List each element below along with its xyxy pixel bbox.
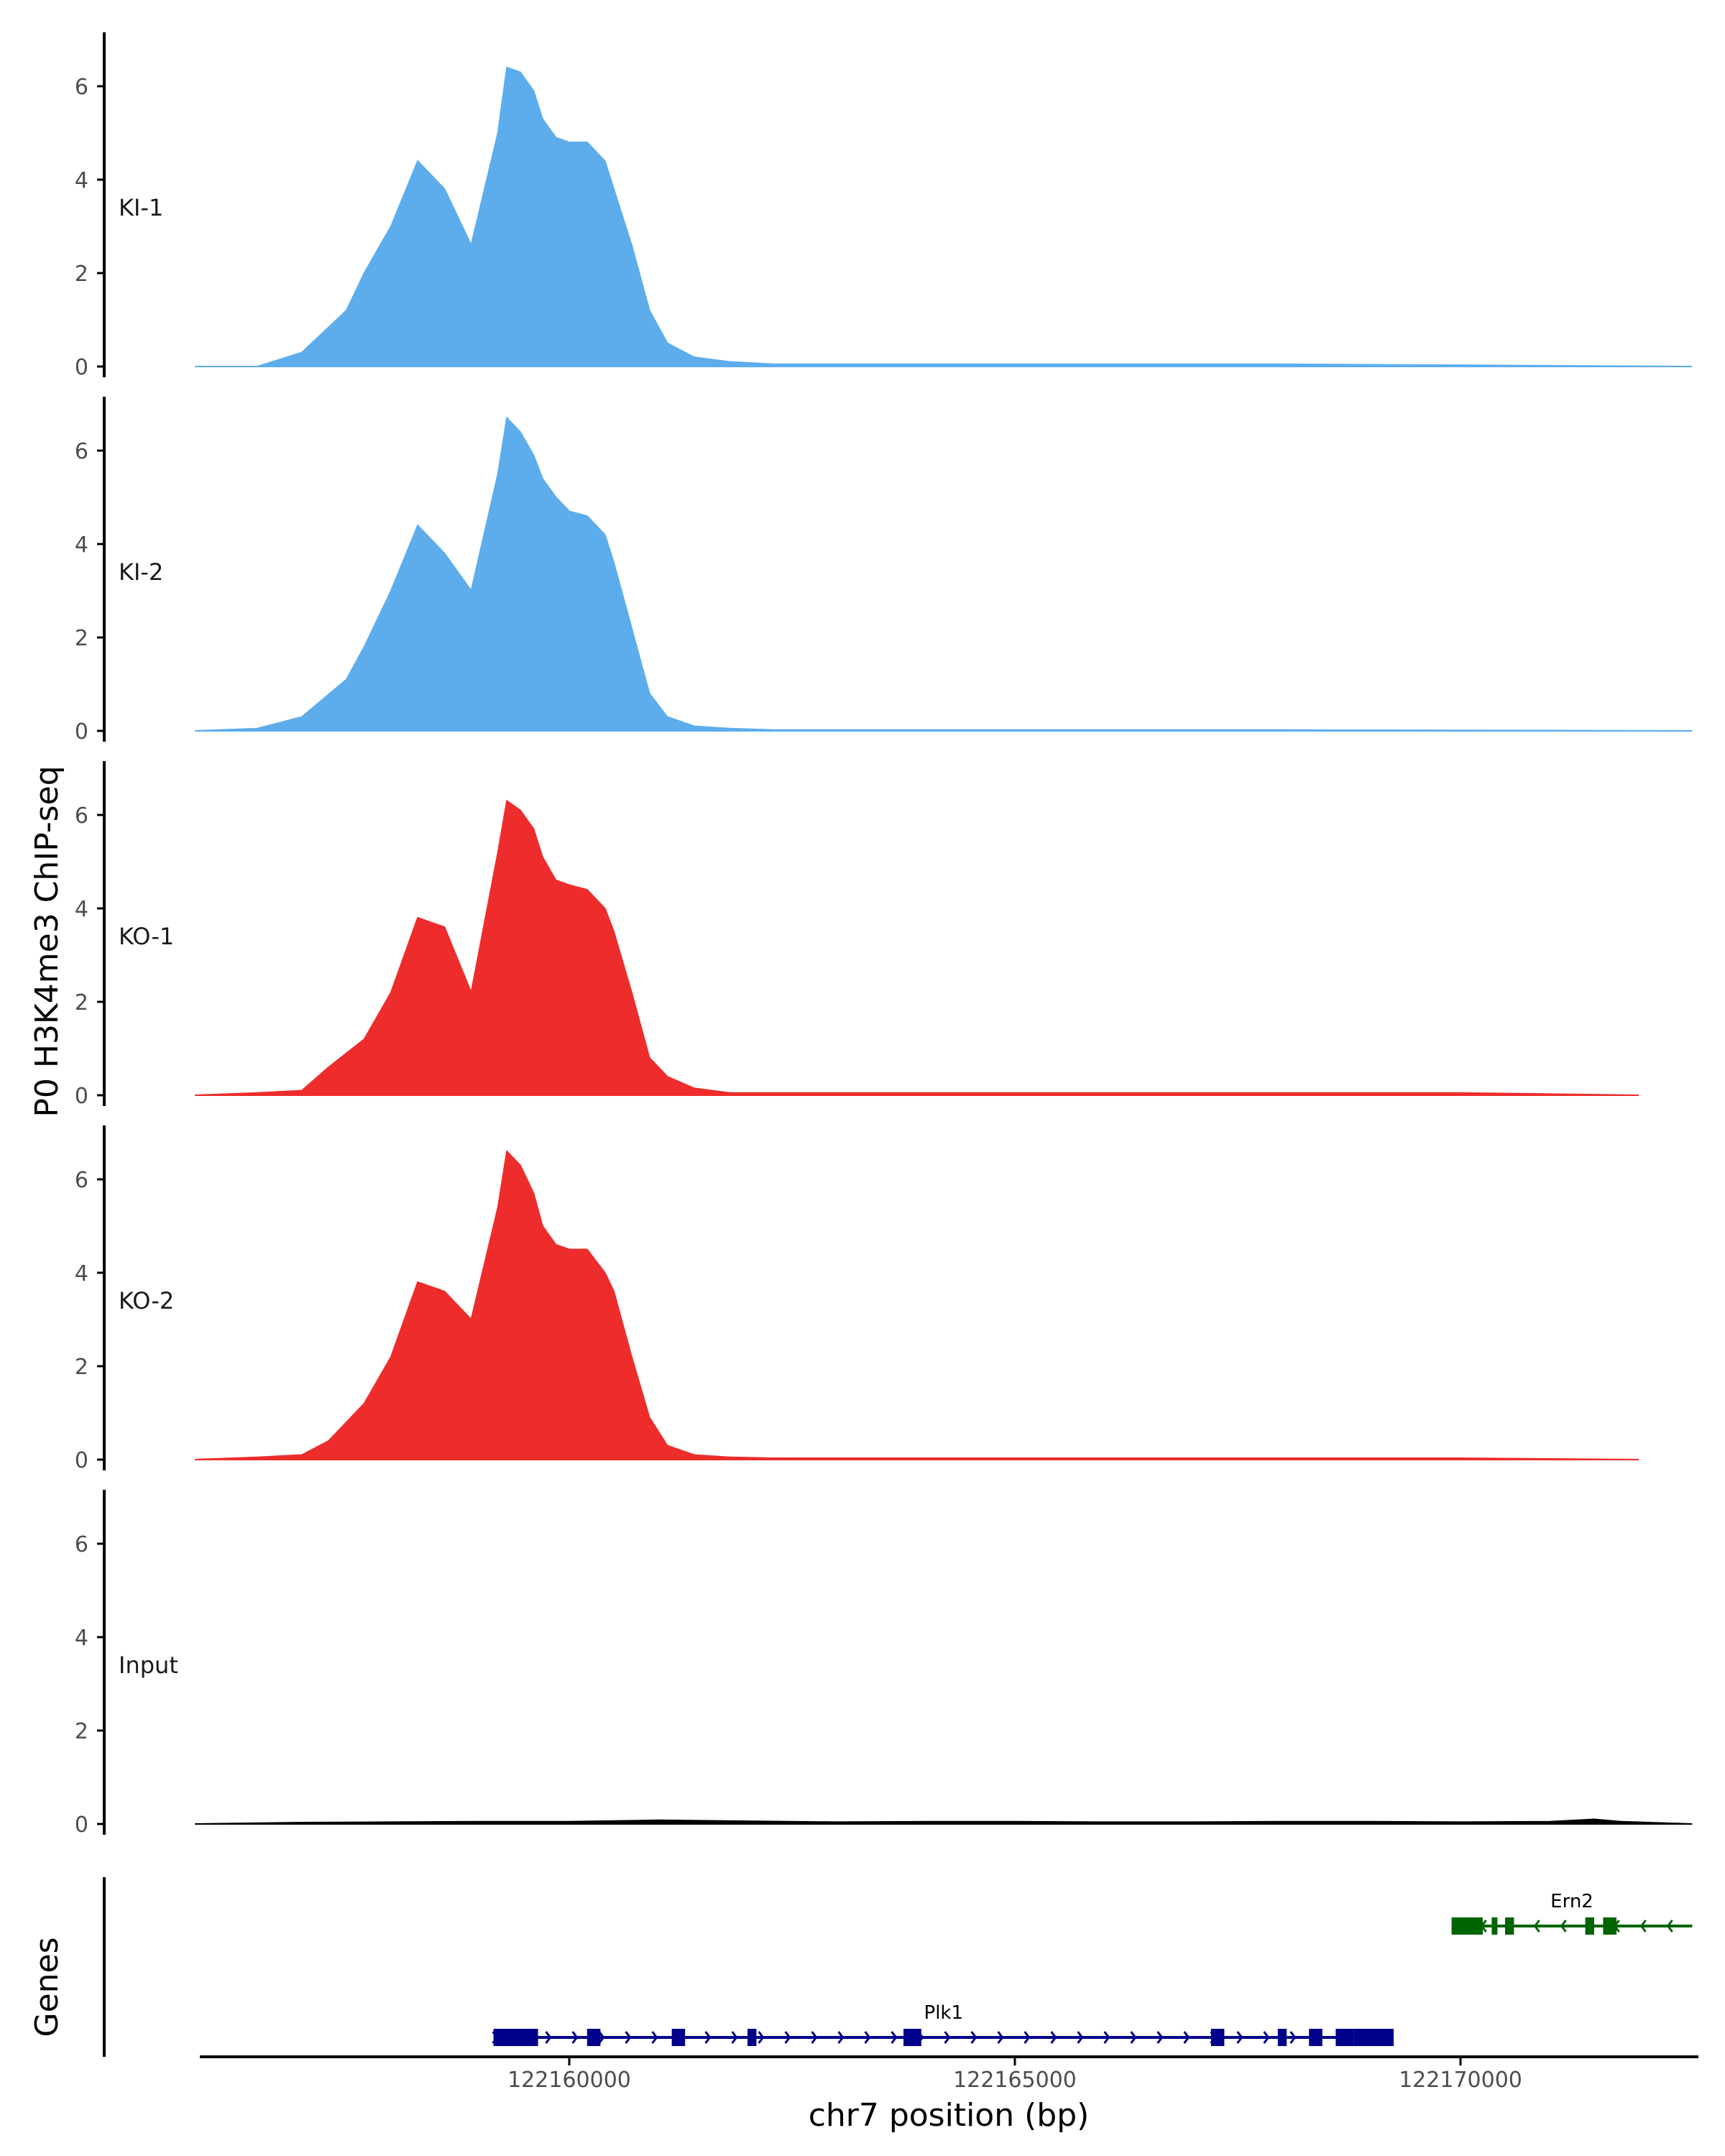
strand-arrow — [997, 2031, 1004, 2044]
track-label: KI-2 — [119, 558, 163, 586]
strand-arrow — [1560, 1920, 1567, 1932]
exon — [586, 2029, 601, 2046]
exon — [1585, 1917, 1594, 1935]
x-tick-label: 122160000 — [507, 2068, 631, 2093]
signal-area-ko-1 — [195, 799, 1639, 1096]
gene-label: Plk1 — [924, 2002, 964, 2024]
track-input: 0 2 4 6 Input — [75, 1490, 1693, 1838]
strand-arrow — [704, 2031, 712, 2044]
gene-plk1: Plk1 — [492, 2002, 1394, 2046]
y-tick-label: 2 — [75, 990, 88, 1015]
signal-area-input — [195, 1818, 1693, 1825]
exon — [1491, 1917, 1498, 1935]
strand-arrow — [1533, 1920, 1540, 1932]
strand-arrow — [944, 2031, 951, 2044]
y-tick-label: 2 — [75, 262, 88, 287]
x-tick-label: 122170000 — [1399, 2068, 1522, 2093]
strand-arrow — [891, 2031, 898, 2044]
exon — [1451, 1917, 1483, 1935]
y-tick-label: 0 — [75, 719, 88, 745]
y-tick-label: 0 — [75, 1448, 88, 1473]
track-label: KO-1 — [119, 923, 174, 950]
y-tick-label: 6 — [75, 439, 88, 464]
exon — [748, 2029, 757, 2046]
strand-arrow — [598, 2031, 605, 2044]
signal-area-ki-1 — [195, 66, 1693, 367]
y-tick-label: 4 — [75, 897, 88, 922]
y-tick-label: 4 — [75, 168, 88, 193]
strand-arrow — [1024, 2031, 1031, 2044]
y-tick-label: 0 — [75, 1812, 88, 1838]
y-tick-label: 2 — [75, 1719, 88, 1744]
exon — [1353, 2029, 1394, 2046]
strand-arrow — [970, 2031, 978, 2044]
y-tick-label: 0 — [75, 1084, 88, 1109]
y-tick-label: 6 — [75, 75, 88, 100]
strand-arrow — [1639, 1920, 1647, 1932]
gene-track: Plk1 Ern2 — [103, 1877, 1693, 2057]
strand-arrow — [1103, 2031, 1110, 2044]
exon — [1335, 2029, 1354, 2046]
y-tick-label: 6 — [75, 1532, 88, 1557]
signal-area-ki-2 — [195, 416, 1693, 732]
y-tick-label: 4 — [75, 1261, 88, 1286]
exon — [493, 2029, 538, 2046]
strand-arrow — [545, 2031, 552, 2044]
track-label: KI-1 — [119, 194, 163, 221]
strand-arrow — [571, 2031, 579, 2044]
gene-label: Ern2 — [1550, 1891, 1593, 1912]
exon — [671, 2029, 686, 2046]
y-tick-label: 2 — [75, 626, 88, 651]
x-tick-label: 122165000 — [953, 2068, 1077, 2093]
strand-arrow — [625, 2031, 632, 2044]
y-tick-label: 2 — [75, 1355, 88, 1380]
track-label: Input — [119, 1651, 178, 1679]
y-tick-label: 4 — [75, 1626, 88, 1651]
track-label: KO-2 — [119, 1287, 174, 1314]
strand-arrow — [1289, 2031, 1297, 2044]
gene-ern2: Ern2 — [1451, 1891, 1693, 1935]
strand-arrow — [1666, 1920, 1673, 1932]
track-ko-1: 0 2 4 6 KO-1 — [75, 761, 1639, 1109]
track-ki-2: 0 2 4 6 KI-2 — [75, 397, 1693, 745]
strand-arrow — [1236, 2031, 1243, 2044]
y-tick-label: 4 — [75, 533, 88, 558]
exon — [1603, 1917, 1616, 1935]
genes-axis-title: Genes — [29, 1937, 65, 2037]
strand-arrow — [1183, 2031, 1190, 2044]
exon — [1210, 2029, 1225, 2046]
y-tick-label: 6 — [75, 1168, 88, 1193]
exon — [1277, 2029, 1287, 2046]
strand-arrow — [651, 2031, 658, 2044]
x-axis-title: chr7 position (bp) — [809, 2097, 1090, 2134]
track-ki-1: 0 2 4 6 KI-1 — [75, 32, 1693, 380]
exon — [1505, 1917, 1514, 1935]
strand-arrow — [784, 2031, 791, 2044]
signal-tracks: 0 2 4 6 KI-1 0 2 4 6 KI-2 0 2 4 6 KO-1 0 2 4 6 KO-2 0 2 4 6 Inpu… — [75, 32, 1693, 1838]
strand-arrow — [1156, 2031, 1164, 2044]
y-axis-title: P0 H3K4me3 ChIP-seq — [29, 765, 65, 1117]
y-tick-label: 0 — [75, 355, 88, 380]
strand-arrow — [837, 2031, 845, 2044]
strand-arrow — [1050, 2031, 1057, 2044]
strand-arrow — [864, 2031, 871, 2044]
track-ko-2: 0 2 4 6 KO-2 — [75, 1125, 1639, 1473]
strand-arrow — [731, 2031, 738, 2044]
signal-area-ko-2 — [195, 1149, 1639, 1460]
strand-arrow — [1263, 2031, 1270, 2044]
exon — [1309, 2029, 1322, 2046]
strand-arrow — [1077, 2031, 1084, 2044]
exon — [903, 2029, 921, 2046]
y-tick-label: 6 — [75, 803, 88, 829]
strand-arrow — [758, 2031, 765, 2044]
strand-arrow — [811, 2031, 818, 2044]
x-axis: 122160000 122165000 122170000 — [200, 2055, 1698, 2093]
strand-arrow — [1130, 2031, 1137, 2044]
